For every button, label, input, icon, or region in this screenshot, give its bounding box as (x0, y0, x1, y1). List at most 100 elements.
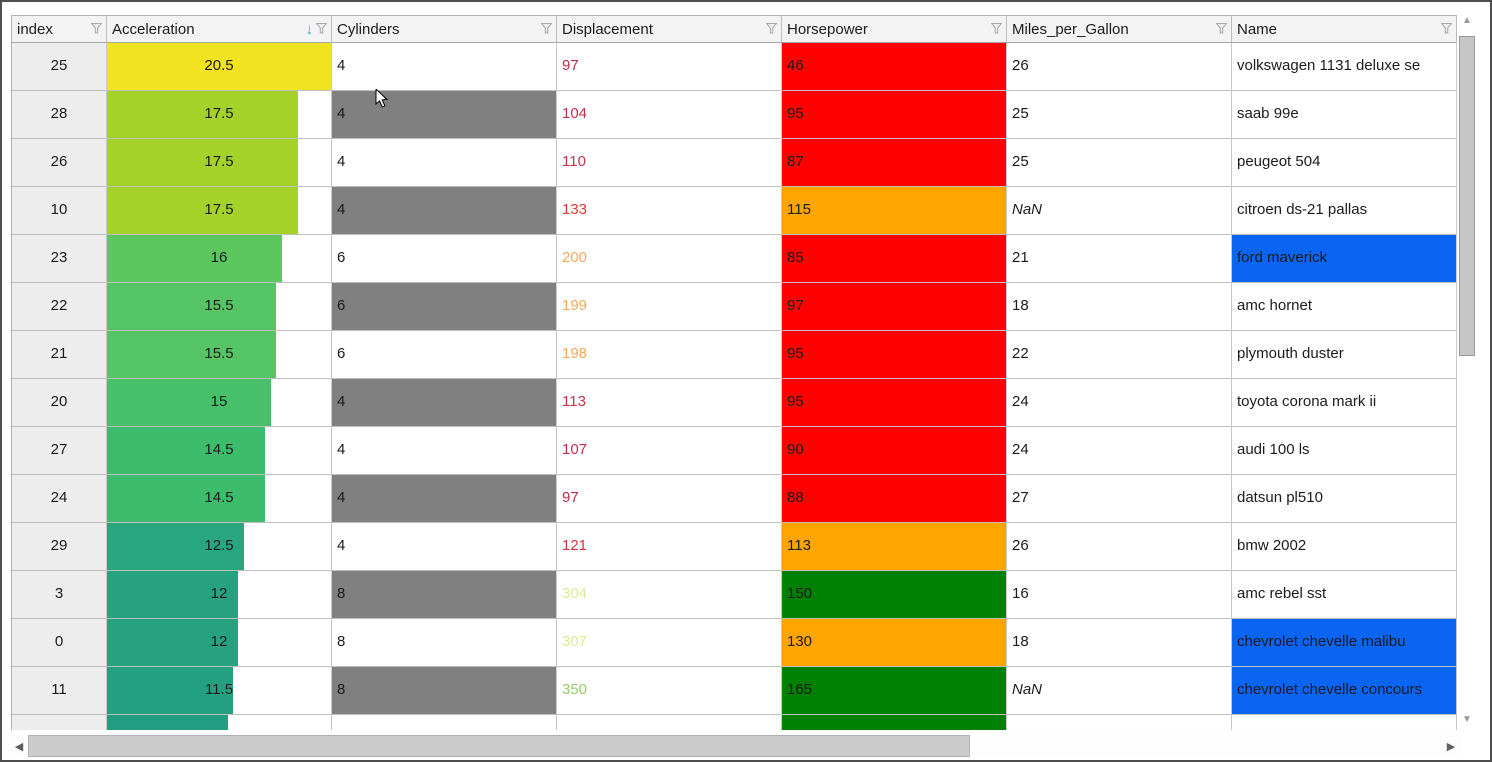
cell-acceleration[interactable]: 15 (107, 379, 332, 427)
cell-name[interactable]: saab 99e (1232, 91, 1457, 139)
cell-name[interactable]: bmw 2002 (1232, 523, 1457, 571)
filter-funnel-icon[interactable] (541, 21, 552, 38)
cell-cylinders[interactable]: 4 (332, 523, 557, 571)
cell-mpg[interactable] (1007, 715, 1232, 730)
cell-cylinders[interactable]: 6 (332, 235, 557, 283)
cell-cylinders[interactable]: 6 (332, 331, 557, 379)
cell-horsepower[interactable]: 88 (782, 475, 1007, 523)
cell-displacement[interactable] (557, 715, 782, 730)
cell-horsepower[interactable]: 115 (782, 187, 1007, 235)
cell-acceleration[interactable]: 15.5 (107, 331, 332, 379)
cell-horsepower[interactable]: 90 (782, 427, 1007, 475)
horizontal-scrollbar-thumb[interactable] (28, 735, 970, 757)
cell-horsepower[interactable]: 95 (782, 331, 1007, 379)
cell-displacement[interactable]: 200 (557, 235, 782, 283)
cell-miles-per-gallon[interactable]: 27 (1007, 475, 1232, 523)
cell-acceleration[interactable]: 17.5 (107, 91, 332, 139)
cell-displacement[interactable]: 110 (557, 139, 782, 187)
cell-miles-per-gallon[interactable]: 25 (1007, 91, 1232, 139)
cell-horsepower[interactable]: 87 (782, 139, 1007, 187)
filter-funnel-icon[interactable] (766, 21, 777, 38)
scroll-right-icon[interactable]: ▶ (1446, 741, 1456, 753)
cell-displacement[interactable]: 97 (557, 43, 782, 91)
cell-name[interactable]: ford maverick (1232, 235, 1457, 283)
column-header-horsepower[interactable]: Horsepower (782, 16, 1007, 43)
cell-acceleration[interactable]: 12 (107, 619, 332, 667)
cell-displacement[interactable]: 107 (557, 427, 782, 475)
cell-index[interactable]: 29 (12, 523, 107, 571)
cell-displacement[interactable]: 104 (557, 91, 782, 139)
cell-name[interactable] (1232, 715, 1457, 730)
cell-miles-per-gallon[interactable]: NaN (1007, 187, 1232, 235)
cell-acceleration[interactable]: 12.5 (107, 523, 332, 571)
cell-horsepower[interactable]: 130 (782, 619, 1007, 667)
cell-cylinders[interactable]: 8 (332, 571, 557, 619)
cell-displacement[interactable]: 97 (557, 475, 782, 523)
cell-miles-per-gallon[interactable]: 26 (1007, 43, 1232, 91)
column-header-cylinders[interactable]: Cylinders (332, 16, 557, 43)
cell-horsepower[interactable]: 46 (782, 43, 1007, 91)
scroll-down-icon[interactable]: ▼ (1462, 714, 1472, 725)
cell-miles-per-gallon[interactable]: NaN (1007, 667, 1232, 715)
horizontal-scrollbar[interactable]: ◀ ▶ (10, 735, 1462, 759)
cell-displacement[interactable]: 304 (557, 571, 782, 619)
vertical-scrollbar-thumb[interactable] (1459, 36, 1475, 356)
cell-horsepower[interactable]: 85 (782, 235, 1007, 283)
cell-miles-per-gallon[interactable]: 16 (1007, 571, 1232, 619)
cell-cylinders[interactable]: 6 (332, 283, 557, 331)
cell-miles-per-gallon[interactable]: 21 (1007, 235, 1232, 283)
cell-index[interactable]: 28 (12, 91, 107, 139)
column-header-name[interactable]: Name (1232, 16, 1457, 43)
cell-displacement[interactable]: 133 (557, 187, 782, 235)
cell-index[interactable]: 26 (12, 139, 107, 187)
cell-name[interactable]: chevrolet chevelle concours (1232, 667, 1457, 715)
cell-horsepower[interactable]: 113 (782, 523, 1007, 571)
cell-acceleration[interactable]: 15.5 (107, 283, 332, 331)
filter-funnel-icon[interactable] (991, 21, 1002, 38)
column-header-mpg[interactable]: Miles_per_Gallon (1007, 16, 1232, 43)
column-header-acceleration[interactable]: Acceleration ↓ (107, 16, 332, 43)
cell-displacement[interactable]: 198 (557, 331, 782, 379)
cell-name[interactable]: volkswagen 1131 deluxe se (1232, 43, 1457, 91)
cell-cylinders[interactable]: 8 (332, 619, 557, 667)
cell-miles-per-gallon[interactable]: 24 (1007, 427, 1232, 475)
cell-horsepower[interactable]: 165 (782, 667, 1007, 715)
cell-acceleration[interactable]: 17.5 (107, 187, 332, 235)
cell-name[interactable]: amc rebel sst (1232, 571, 1457, 619)
column-header-index[interactable]: index (12, 16, 107, 43)
cell-index[interactable]: 21 (12, 331, 107, 379)
cell-horsepower[interactable]: 95 (782, 91, 1007, 139)
cell-displacement[interactable]: 307 (557, 619, 782, 667)
cell-index[interactable]: 3 (12, 571, 107, 619)
cell-name[interactable]: plymouth duster (1232, 331, 1457, 379)
cell-cylinders[interactable]: 4 (332, 427, 557, 475)
cell-cylinders[interactable]: 4 (332, 43, 557, 91)
cell-displacement[interactable]: 121 (557, 523, 782, 571)
cell-horsepower[interactable] (782, 715, 1007, 730)
cell-acceleration[interactable]: 14.5 (107, 475, 332, 523)
cell-displacement[interactable]: 350 (557, 667, 782, 715)
cell-displacement[interactable]: 113 (557, 379, 782, 427)
cell-index[interactable] (12, 715, 107, 730)
cell-index[interactable]: 20 (12, 379, 107, 427)
scroll-left-icon[interactable]: ◀ (14, 741, 24, 753)
filter-funnel-icon[interactable] (91, 21, 102, 38)
cell-acceleration[interactable]: 11.5 (107, 667, 332, 715)
cell-acceleration[interactable] (107, 715, 332, 730)
column-header-displacement[interactable]: Displacement (557, 16, 782, 43)
cell-horsepower[interactable]: 95 (782, 379, 1007, 427)
cell-name[interactable]: toyota corona mark ii (1232, 379, 1457, 427)
cell-acceleration[interactable]: 12 (107, 571, 332, 619)
cell-index[interactable]: 10 (12, 187, 107, 235)
cell-cylinders[interactable]: 4 (332, 91, 557, 139)
cell-cylinders[interactable]: 4 (332, 475, 557, 523)
cell-miles-per-gallon[interactable]: 18 (1007, 619, 1232, 667)
cell-cylinders[interactable]: 4 (332, 187, 557, 235)
cell-index[interactable]: 25 (12, 43, 107, 91)
vertical-scrollbar[interactable]: ▲ ▼ (1458, 10, 1476, 729)
cell-miles-per-gallon[interactable]: 26 (1007, 523, 1232, 571)
cell-index[interactable]: 22 (12, 283, 107, 331)
cell-displacement[interactable]: 199 (557, 283, 782, 331)
cell-miles-per-gallon[interactable]: 24 (1007, 379, 1232, 427)
scroll-up-icon[interactable]: ▲ (1462, 15, 1472, 26)
